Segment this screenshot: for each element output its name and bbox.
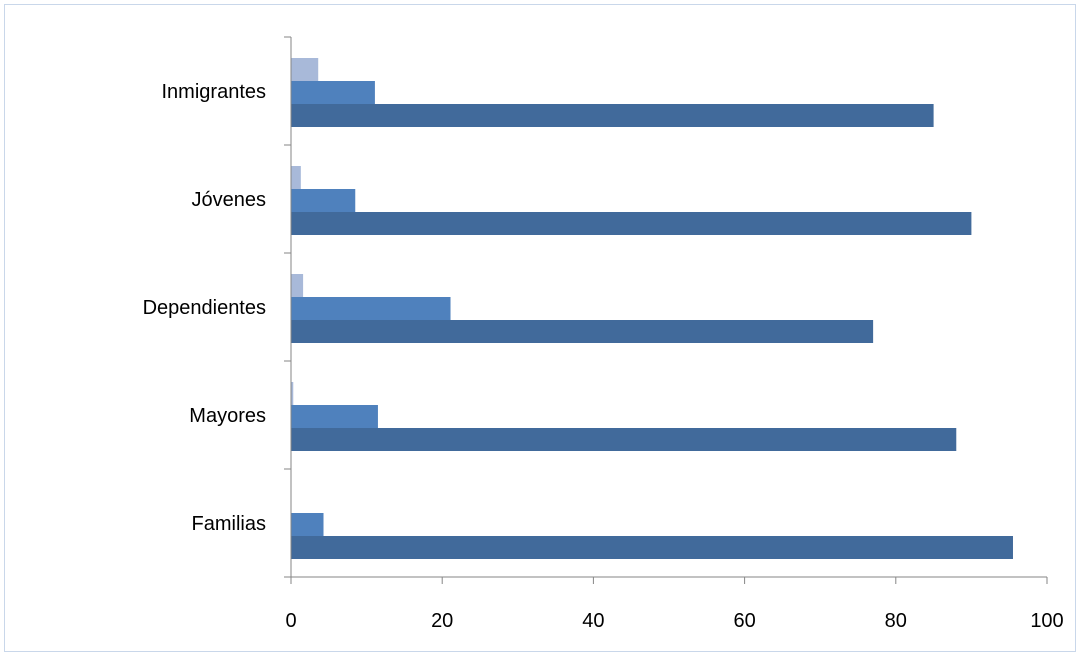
x-tick-label: 80 [885,610,907,632]
axes-group [284,36,1048,584]
category-label: Mayores [189,405,266,427]
bar-inmigrantes-s2 [291,58,319,81]
bar-familias-s0 [291,536,1013,559]
x-tick-label: 40 [582,610,604,632]
category-label: Inmigrantes [162,81,267,103]
x-tick-label: 60 [733,610,755,632]
bar-inmigrantes-s1 [291,81,375,104]
bar-dependientes-s0 [291,320,874,343]
x-tick-label: 0 [285,610,296,632]
category-label: Familias [192,513,266,535]
bar-jóvenes-s1 [291,189,356,212]
bar-jóvenes-s0 [291,212,972,235]
bar-familias-s1 [291,513,324,536]
x-tick-label: 100 [1030,610,1063,632]
bar-mayores-s1 [291,405,378,428]
category-label: Dependientes [143,297,266,319]
bar-mayores-s0 [291,428,957,451]
x-tick-label: 20 [431,610,453,632]
labels-group: Familias Mayores Dependientes Jóvenes Inmigr… [143,81,1064,632]
bars-group [291,58,1013,559]
bar-jóvenes-s2 [291,166,301,189]
bar-mayores-s2 [291,382,294,405]
bar-inmigrantes-s0 [291,104,934,127]
bar-dependientes-s2 [291,274,304,297]
bar-dependientes-s1 [291,297,451,320]
category-label: Jóvenes [192,189,267,211]
